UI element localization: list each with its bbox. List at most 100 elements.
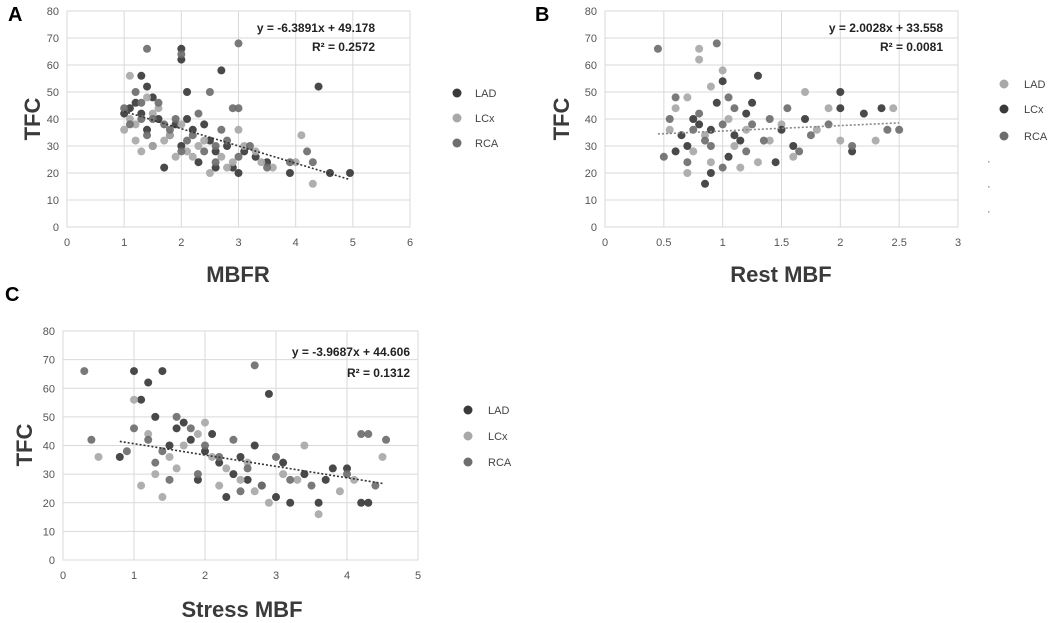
data-point-rca [683, 158, 692, 167]
r-squared: R² = 0.1312 [347, 366, 410, 380]
data-point-rca [160, 120, 169, 129]
data-point-lcx [706, 125, 715, 134]
panel-letter: B [535, 4, 549, 26]
data-point-lad [137, 71, 146, 80]
data-point-rca [125, 120, 134, 129]
legend-label-rca: RCA [1024, 131, 1048, 143]
data-point-lad [889, 104, 898, 113]
y-tick-label: 10 [47, 195, 59, 207]
data-point-lad [736, 163, 745, 172]
legend-marker-lcx [452, 113, 462, 123]
data-point-lad [836, 136, 845, 145]
y-tick-label: 10 [43, 526, 55, 538]
data-point-lcx [742, 109, 751, 118]
data-point-lcx [297, 131, 306, 140]
data-point-rca [243, 464, 252, 473]
data-point-lad [279, 458, 288, 467]
data-point-lad [824, 104, 833, 113]
data-point-rca [263, 163, 272, 172]
data-point-rca [806, 131, 815, 140]
legend-marker-lcx [463, 431, 473, 441]
data-point-lcx [314, 510, 323, 519]
legend-extra-dot: · [987, 181, 991, 193]
data-point-lad [208, 430, 217, 439]
data-point-lad [186, 435, 195, 444]
data-point-rca [143, 131, 152, 140]
data-point-lcx [158, 493, 167, 502]
data-point-lad [148, 93, 157, 102]
data-point-lad [160, 163, 169, 172]
data-point-rca [217, 125, 226, 134]
y-axis-label: TFC [549, 98, 574, 141]
data-point-lcx [836, 104, 845, 113]
data-point-lcx [193, 430, 202, 439]
data-point-rca [154, 98, 163, 107]
data-point-rca [165, 475, 174, 484]
data-point-rca [257, 481, 266, 490]
data-point-rca [382, 435, 391, 444]
data-point-lcx [183, 147, 192, 156]
data-point-rca [659, 152, 668, 161]
data-point-lad [179, 418, 188, 427]
data-point-lad [200, 120, 209, 129]
data-point-rca [795, 147, 804, 156]
data-point-lcx [293, 475, 302, 484]
data-point-lad [243, 475, 252, 484]
data-point-lcx [279, 470, 288, 479]
x-tick-label: 3 [273, 570, 279, 582]
data-point-rca [122, 447, 131, 456]
data-point-lcx [268, 163, 277, 172]
data-point-lcx [217, 152, 226, 161]
y-tick-label: 70 [585, 33, 597, 45]
data-point-rca [87, 435, 96, 444]
data-point-lcx [257, 158, 266, 167]
data-point-rca [712, 39, 721, 48]
y-tick-label: 30 [47, 141, 59, 153]
data-point-rca [272, 452, 280, 461]
data-point-lcx [205, 169, 214, 177]
data-point-rca [236, 487, 245, 496]
data-point-rca [120, 104, 129, 113]
data-point-lcx [240, 142, 249, 150]
data-point-rca [165, 125, 174, 134]
data-point-lcx [236, 475, 245, 484]
legend-label-lad: LAD [475, 88, 496, 100]
data-point-lad [706, 82, 715, 91]
data-point-lad [357, 498, 366, 507]
data-point-lad [753, 158, 762, 167]
data-point-lcx [771, 158, 780, 167]
data-point-lcx [201, 418, 209, 427]
data-point-lcx [730, 131, 739, 140]
data-point-lad [314, 498, 323, 507]
data-point-rca [671, 93, 680, 102]
legend-label-lcx: LCx [1024, 104, 1044, 116]
legend-marker-rca [999, 131, 1009, 141]
data-point-lad [193, 475, 202, 484]
data-point-rca [211, 142, 220, 150]
x-tick-label: 2.5 [892, 237, 907, 249]
x-tick-label: 1.5 [774, 237, 789, 249]
data-point-lcx [194, 142, 203, 150]
data-point-rca [665, 115, 674, 123]
y-tick-label: 40 [43, 441, 55, 453]
x-tick-label: 1 [720, 237, 726, 249]
data-point-lcx [120, 125, 129, 134]
data-point-rca [177, 50, 186, 59]
legend-marker-rca [452, 138, 462, 148]
data-point-lad [215, 458, 224, 467]
legend-marker-lcx [999, 104, 1009, 114]
data-point-lad [328, 464, 337, 473]
data-point-rca [148, 115, 157, 123]
y-tick-label: 40 [585, 114, 597, 126]
legend-marker-lad [452, 88, 462, 98]
data-point-lad [718, 66, 727, 75]
data-point-lad [130, 367, 138, 376]
data-point-rca [653, 44, 662, 53]
y-tick-label: 0 [591, 222, 597, 234]
data-point-lad [217, 66, 226, 75]
data-point-lcx [151, 470, 160, 479]
data-point-rca [234, 152, 243, 161]
trendline [123, 110, 351, 181]
panel-letter: A [8, 4, 22, 26]
y-tick-label: 50 [43, 412, 55, 424]
